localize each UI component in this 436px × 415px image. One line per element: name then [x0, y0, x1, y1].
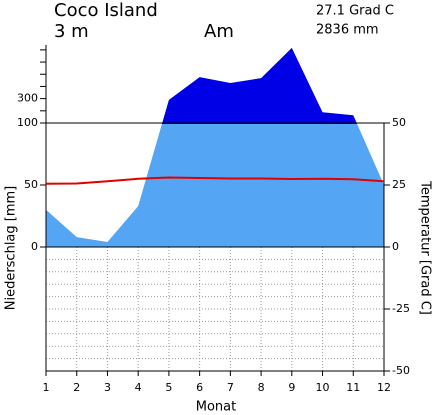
- x-tick-label: 5: [165, 381, 172, 394]
- precipitation-area: [46, 124, 384, 247]
- temperature-line: [45, 176, 385, 185]
- precipitation-humid-area: [161, 47, 358, 124]
- x-tick-label: 11: [346, 381, 360, 394]
- climate-class: Am: [204, 21, 234, 42]
- x-tick-label: 2: [73, 381, 80, 394]
- x-tick-label: 9: [288, 381, 295, 394]
- y2-tick-label: 50: [392, 116, 406, 129]
- x-tick-label: 6: [196, 381, 203, 394]
- x-tick-label: 7: [227, 381, 234, 394]
- x-tick-label: 4: [135, 381, 142, 394]
- chart-title: Coco Island: [54, 0, 158, 21]
- y-tick-label: 0: [31, 240, 38, 253]
- annual-precipitation: 2836 mm: [316, 23, 379, 38]
- y-axis-label: Niederschlag [mm]: [4, 186, 19, 311]
- y-tick-label: 100: [17, 116, 38, 129]
- y2-tick-label: -25: [392, 302, 410, 315]
- y2-tick-label: -50: [392, 364, 410, 377]
- x-tick-label: 10: [316, 381, 330, 394]
- elevation: 3 m: [54, 21, 89, 42]
- x-tick-label: 3: [104, 381, 111, 394]
- y-tick-label: 50: [24, 178, 38, 191]
- x-tick-label: 1: [43, 381, 50, 394]
- y2-tick-label: 25: [392, 178, 406, 191]
- y-tick-label: 300: [17, 92, 38, 105]
- x-tick-label: 8: [258, 381, 265, 394]
- y2-axis-label: Temperatur [Grad C]: [418, 180, 433, 315]
- y2-tick-label: 0: [392, 240, 399, 253]
- x-tick-label: 12: [377, 381, 391, 394]
- x-axis-label: Monat: [196, 400, 236, 415]
- mean-temperature: 27.1 Grad C: [316, 4, 394, 19]
